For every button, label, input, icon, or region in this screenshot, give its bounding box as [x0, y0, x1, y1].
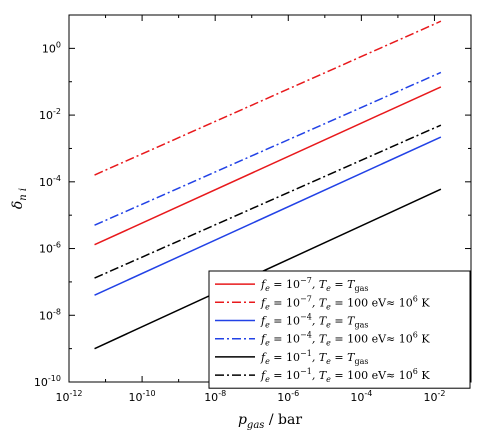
x-tick-label: 10-12: [55, 389, 82, 404]
series-line-3: [94, 136, 442, 296]
y-tick-label: 100: [42, 40, 61, 55]
legend-box: [208, 270, 471, 389]
x-tick-label: 10-8: [204, 389, 226, 404]
legend-label: fe = 10−4, Te = Tgas: [260, 313, 368, 330]
series-line-2: [94, 20, 442, 176]
legend-label: fe = 10−7, Te = 100 eV≈ 106 K: [260, 294, 430, 311]
y-tick-label: 10-8: [39, 307, 61, 322]
legend-label: fe = 10−7, Te = Tgas: [260, 276, 368, 293]
x-axis-title: pgas / bar: [238, 412, 302, 431]
y-tick-label: 10-4: [39, 174, 61, 189]
y-axis-title: δn i: [10, 188, 29, 209]
series-line-1: [94, 86, 442, 246]
x-tick-label: 10-2: [423, 389, 445, 404]
y-tick-label: 10-6: [39, 241, 61, 256]
tick-labels: 10-12 10-10 10-8 10-6 10-4 10-210010-210-410-…: [34, 40, 446, 404]
legend-label: fe = 10−1, Te = 100 eV≈ 106 K: [260, 367, 430, 384]
series-line-4: [94, 71, 442, 226]
legend-label: fe = 10−4, Te = 100 eV≈ 106 K: [260, 331, 430, 348]
y-tick-label: 10-10: [34, 374, 61, 389]
x-tick-label: 10-4: [350, 389, 372, 404]
legend-label: fe = 10−1, Te = Tgas: [260, 349, 368, 366]
x-tick-label: 10-10: [129, 389, 156, 404]
series-lines: [94, 20, 442, 350]
series-line-5: [94, 188, 442, 350]
series-line-6: [94, 124, 442, 279]
y-tick-label: 10-2: [39, 107, 61, 122]
x-tick-label: 10-6: [277, 389, 299, 404]
